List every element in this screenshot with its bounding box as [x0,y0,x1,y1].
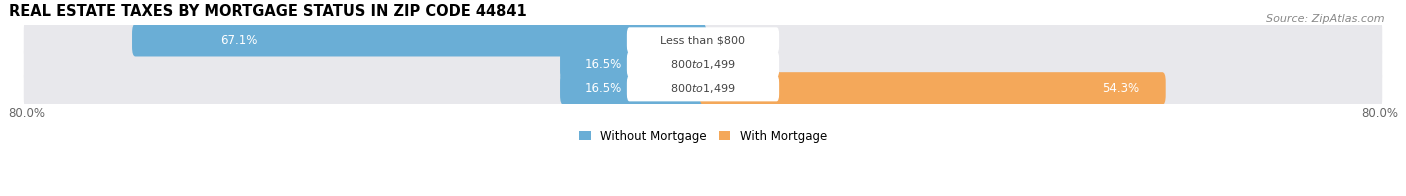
Text: $800 to $1,499: $800 to $1,499 [671,58,735,71]
FancyBboxPatch shape [627,76,779,101]
FancyBboxPatch shape [700,72,1166,105]
Text: 0.0%: 0.0% [711,58,741,71]
Text: REAL ESTATE TAXES BY MORTGAGE STATUS IN ZIP CODE 44841: REAL ESTATE TAXES BY MORTGAGE STATUS IN … [10,4,527,19]
Text: 16.5%: 16.5% [585,82,621,95]
Text: Less than $800: Less than $800 [661,35,745,45]
FancyBboxPatch shape [132,24,706,56]
Text: 16.5%: 16.5% [585,58,621,71]
Text: $800 to $1,499: $800 to $1,499 [671,82,735,95]
FancyBboxPatch shape [627,27,779,53]
FancyBboxPatch shape [24,12,1382,68]
Text: 54.3%: 54.3% [1102,82,1139,95]
FancyBboxPatch shape [560,48,706,81]
Text: 67.1%: 67.1% [221,34,257,47]
Text: Source: ZipAtlas.com: Source: ZipAtlas.com [1267,14,1385,24]
FancyBboxPatch shape [24,36,1382,92]
FancyBboxPatch shape [24,61,1382,116]
FancyBboxPatch shape [627,51,779,77]
Legend: Without Mortgage, With Mortgage: Without Mortgage, With Mortgage [574,125,832,148]
Text: 0.0%: 0.0% [711,34,741,47]
FancyBboxPatch shape [560,72,706,105]
